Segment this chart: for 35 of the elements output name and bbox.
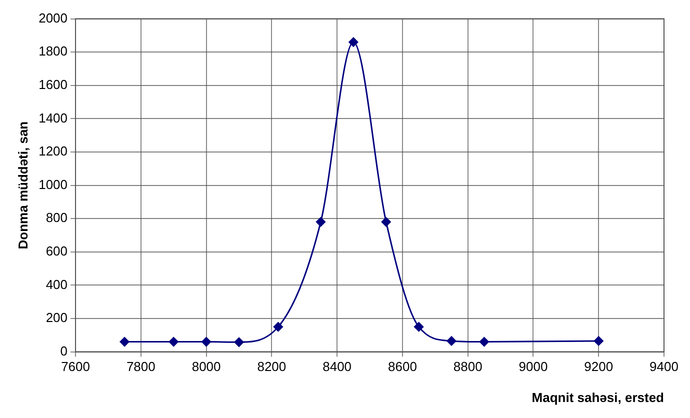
y-tick-label: 1600 bbox=[38, 76, 68, 92]
point bbox=[479, 337, 489, 347]
y-tick-label: 400 bbox=[46, 276, 68, 292]
x-tick-label: 8000 bbox=[192, 359, 221, 374]
point bbox=[594, 336, 604, 346]
x-tick-label: 8800 bbox=[453, 359, 482, 374]
y-tick-label: 0 bbox=[60, 343, 68, 358]
y-tick-label: 1000 bbox=[38, 176, 68, 192]
y-axis-title: Donma müddəti, san bbox=[15, 121, 30, 250]
point bbox=[202, 337, 212, 347]
point bbox=[168, 337, 178, 347]
x-tick-label: 7600 bbox=[61, 359, 90, 374]
x-tick-label: 9400 bbox=[650, 359, 678, 374]
y-tick-label: 1800 bbox=[38, 44, 68, 59]
point bbox=[273, 322, 283, 332]
point bbox=[348, 37, 358, 47]
point bbox=[120, 337, 130, 347]
y-tick-label: 1400 bbox=[38, 110, 68, 126]
x-axis-title: Maqnit sahəsi, ersted bbox=[532, 390, 664, 405]
point bbox=[381, 217, 391, 227]
point bbox=[234, 337, 244, 347]
x-tick-label: 9000 bbox=[518, 359, 548, 374]
x-tick-label: 8400 bbox=[322, 359, 352, 374]
y-tick-label: 600 bbox=[46, 243, 68, 258]
x-tick-label: 9200 bbox=[584, 359, 614, 374]
point bbox=[446, 336, 456, 346]
x-tick-label: 7800 bbox=[126, 359, 156, 374]
point bbox=[414, 322, 424, 332]
point bbox=[316, 217, 326, 227]
x-tick-label: 8200 bbox=[257, 359, 286, 374]
y-tick-label: 800 bbox=[46, 210, 68, 226]
y-tick-label: 200 bbox=[46, 310, 68, 326]
x-tick-label: 8600 bbox=[388, 359, 417, 374]
y-tick-label: 2000 bbox=[38, 10, 68, 26]
y-tick-label: 1200 bbox=[38, 144, 68, 159]
